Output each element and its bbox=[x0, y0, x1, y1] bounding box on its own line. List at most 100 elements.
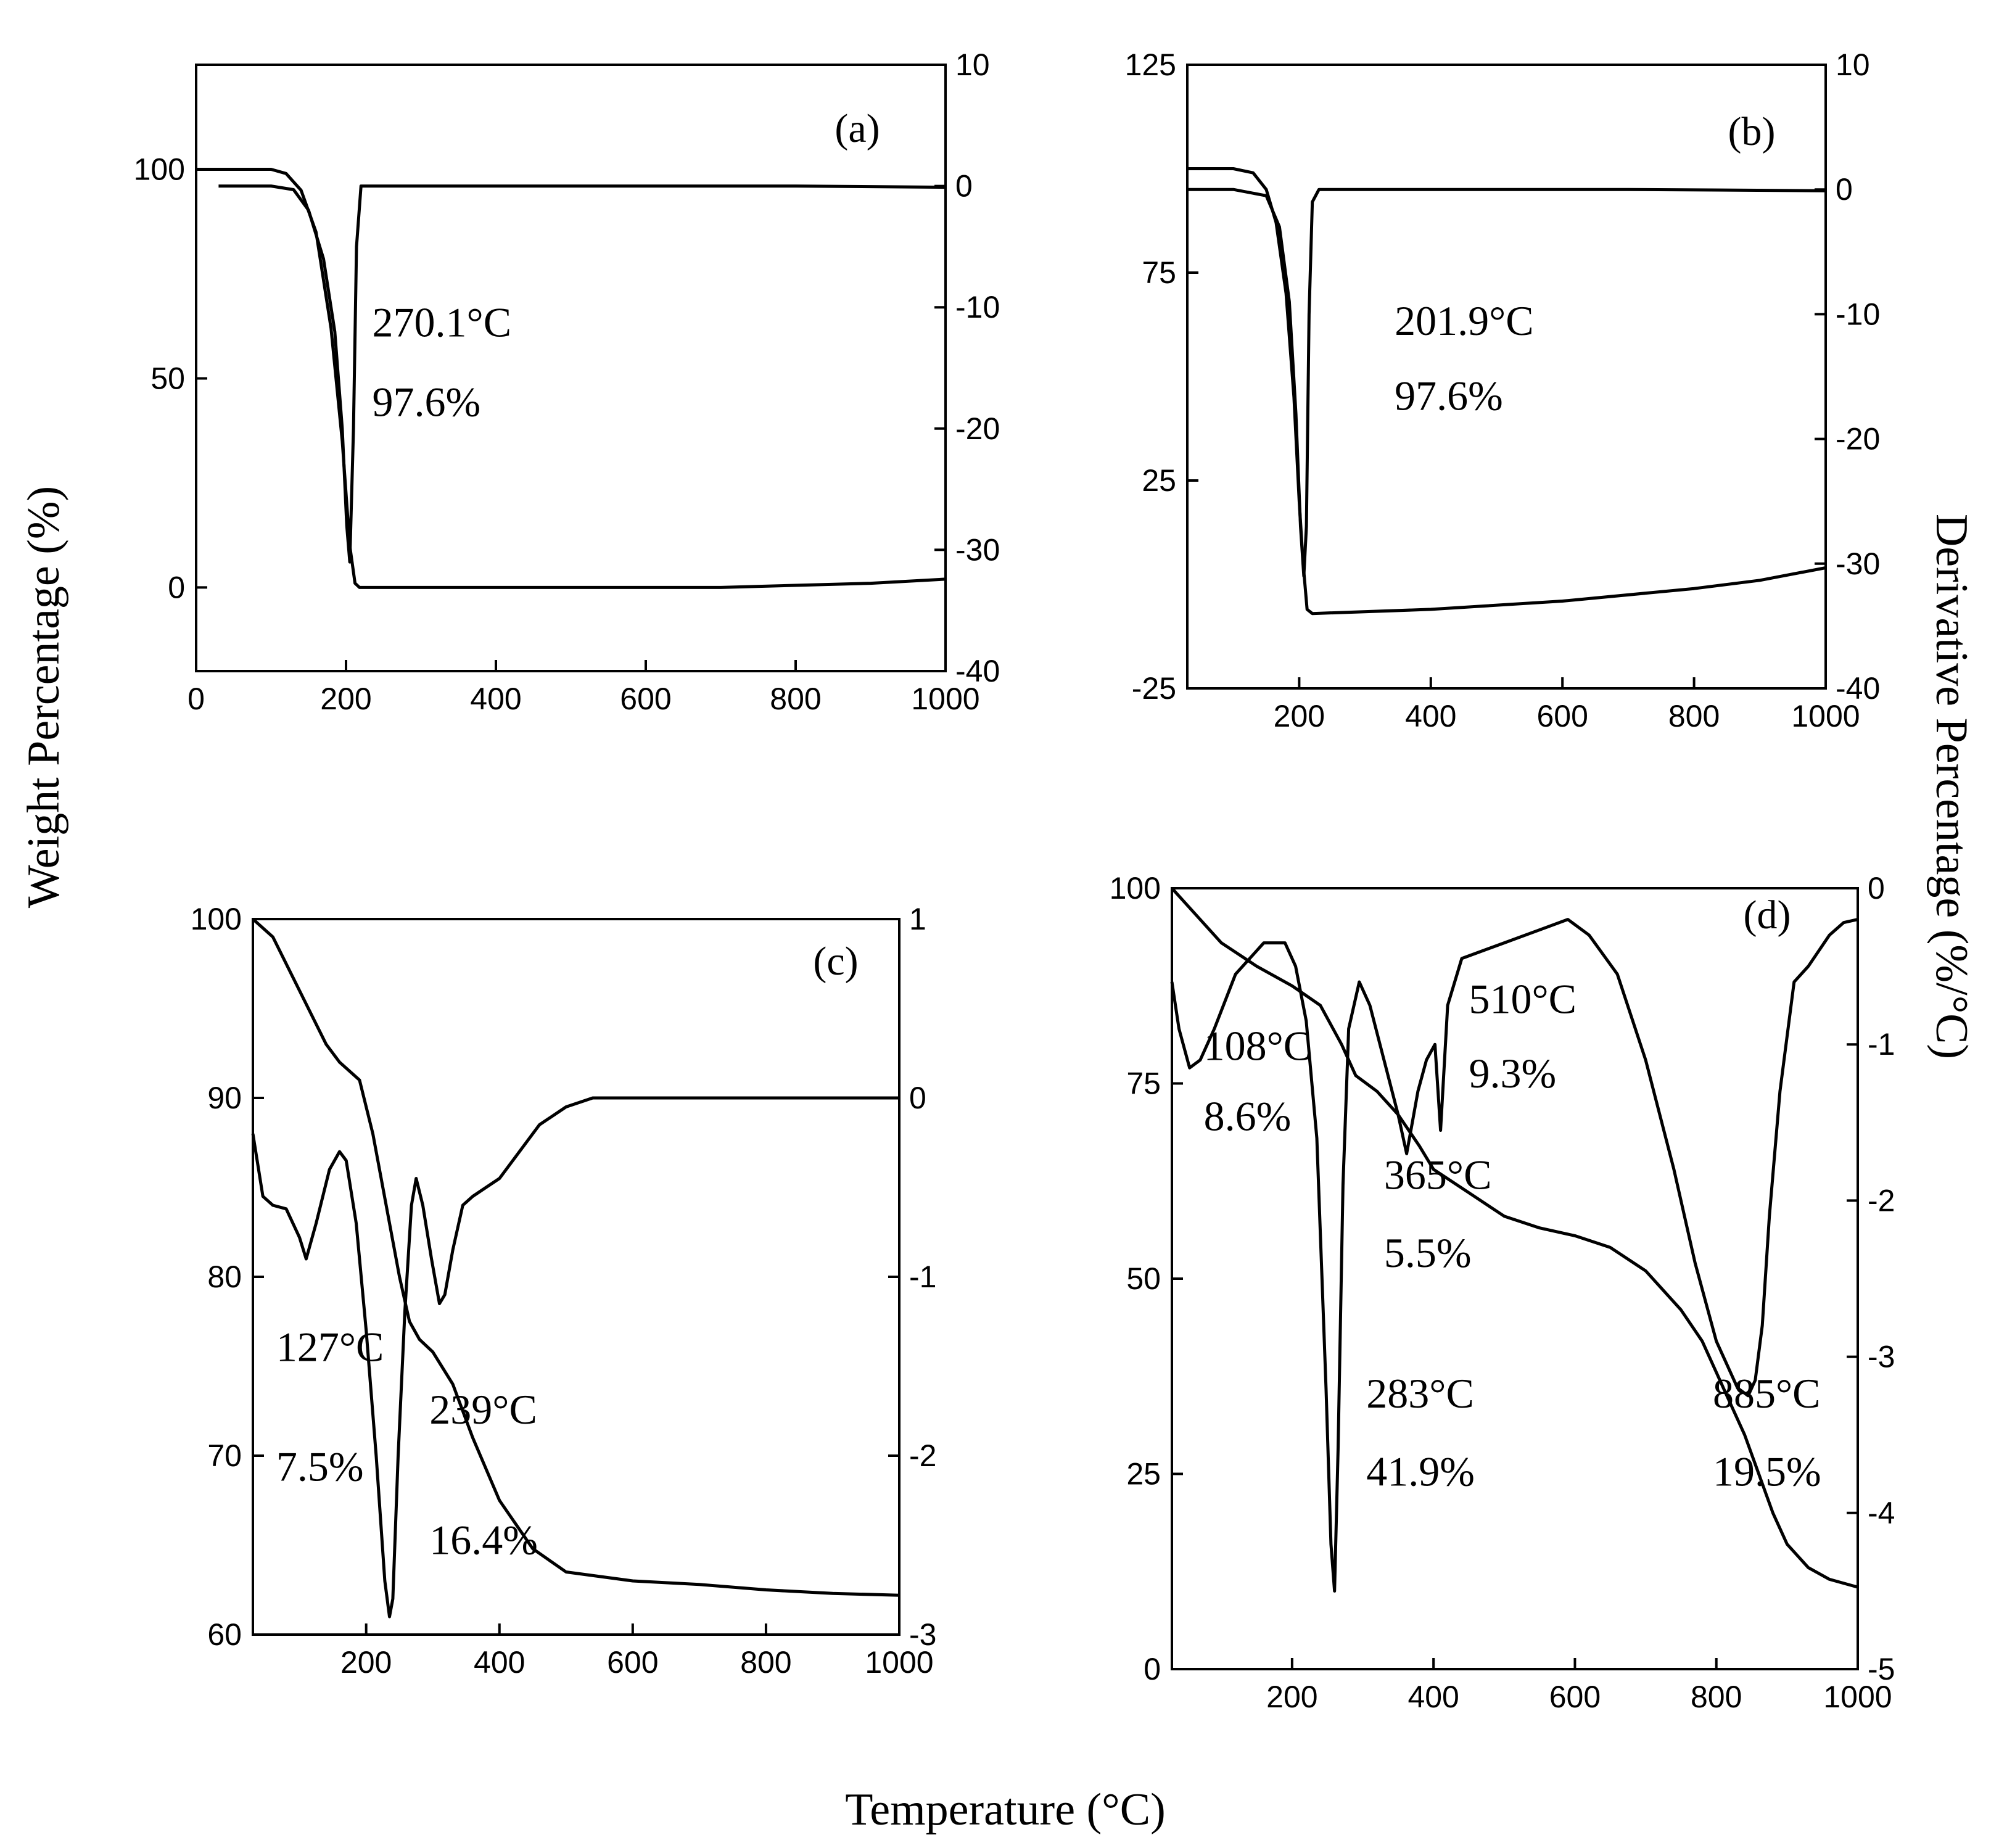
x-tick-label: 600 bbox=[1549, 1680, 1601, 1714]
weight-curve bbox=[1171, 887, 1858, 1589]
y-axis-title-left: Weight Percentage (%) bbox=[19, 486, 69, 908]
annotation-label: 201.9°C bbox=[1395, 297, 1534, 344]
x-tick-label: 200 bbox=[1266, 1680, 1317, 1714]
y-right-tick-label: -3 bbox=[1868, 1340, 1895, 1374]
annotation-label: 8.6% bbox=[1204, 1092, 1292, 1139]
y-right-tick-label: -10 bbox=[1836, 297, 1880, 331]
annotation-label: 127°C bbox=[276, 1323, 384, 1370]
y-right-tick-label: -30 bbox=[1836, 547, 1880, 581]
x-tick-label: 200 bbox=[320, 682, 371, 716]
y-axis-title-right: Derivative Percentage (%/°C) bbox=[1926, 514, 1977, 1059]
plot-frame bbox=[252, 918, 901, 1636]
y-left-tick-label: 100 bbox=[191, 902, 242, 936]
panel-c: 200 400 600 800 1000 60 70 80 90 100 1 0 -1 -2 -3 127°C… bbox=[191, 902, 937, 1680]
y-right-tick-label: -40 bbox=[1836, 671, 1880, 706]
plot-frame bbox=[195, 64, 947, 672]
annotation-label: 885°C bbox=[1713, 1370, 1821, 1417]
y-right-tick-label: -30 bbox=[955, 532, 1000, 567]
plot-frame bbox=[1186, 64, 1827, 690]
y-right-tick-label: 0 bbox=[1836, 172, 1853, 207]
y-right-tick-label: 1 bbox=[909, 902, 926, 936]
x-tick-label: 200 bbox=[1274, 699, 1325, 733]
annotation-label: 108°C bbox=[1204, 1023, 1312, 1070]
derivative-curve bbox=[1187, 188, 1826, 578]
x-tick-label: 600 bbox=[620, 682, 671, 716]
y-right-tick-label: 10 bbox=[1836, 47, 1870, 82]
y-left-tick-label: 50 bbox=[1126, 1261, 1161, 1296]
y-right-tick-label: -4 bbox=[1868, 1496, 1895, 1530]
y-left-tick-label: 60 bbox=[207, 1617, 242, 1652]
derivative-curve bbox=[218, 184, 946, 564]
y-right-tick-label: -10 bbox=[955, 290, 1000, 324]
weight-curve bbox=[1187, 167, 1826, 616]
y-left-tick-label: 125 bbox=[1125, 47, 1176, 82]
x-tick-label: 600 bbox=[607, 1645, 658, 1680]
x-tick-label: 400 bbox=[1405, 699, 1456, 733]
y-left-tick-label: 50 bbox=[150, 361, 185, 395]
derivative-curve bbox=[1170, 918, 1858, 1593]
y-left-tick-label: 25 bbox=[1142, 463, 1176, 498]
x-tick-label: 800 bbox=[770, 682, 821, 716]
y-left-tick-label: 75 bbox=[1142, 255, 1176, 290]
y-left-tick-label: 25 bbox=[1126, 1457, 1161, 1491]
y-right-tick-label: -1 bbox=[1868, 1027, 1895, 1062]
annotation-label: 19.5% bbox=[1713, 1448, 1821, 1495]
y-right-tick-label: 10 bbox=[955, 47, 990, 82]
y-left-tick-label: 0 bbox=[1144, 1652, 1161, 1686]
annotation-label: 7.5% bbox=[276, 1443, 364, 1490]
annotation-label: 365°C bbox=[1384, 1151, 1492, 1198]
annotation-label: 5.5% bbox=[1384, 1229, 1472, 1276]
y-right-tick-label: -2 bbox=[1868, 1183, 1895, 1218]
annotation-label: 9.3% bbox=[1469, 1050, 1556, 1097]
panel-label: (b) bbox=[1728, 109, 1776, 154]
annotation-label: 41.9% bbox=[1366, 1448, 1475, 1495]
x-tick-label: 800 bbox=[740, 1645, 791, 1680]
annotation-label: 97.6% bbox=[373, 378, 481, 425]
y-left-tick-label: 70 bbox=[207, 1438, 242, 1473]
y-left-tick-label: -25 bbox=[1132, 671, 1176, 706]
y-left-tick-label: 100 bbox=[1110, 871, 1161, 905]
y-right-tick-label: -1 bbox=[909, 1260, 936, 1294]
annotation-label: 283°C bbox=[1366, 1370, 1474, 1417]
y-left-tick-label: 80 bbox=[207, 1260, 242, 1294]
annotation-label: 270.1°C bbox=[373, 299, 512, 346]
y-right-tick-label: -5 bbox=[1868, 1652, 1895, 1686]
x-tick-label: 1000 bbox=[865, 1645, 933, 1680]
panels: 0 200 400 600 800 1000050100100-10-20-30-4027… bbox=[134, 47, 1895, 1714]
x-tick-label: 400 bbox=[470, 682, 521, 716]
x-tick-label: 800 bbox=[1691, 1680, 1742, 1714]
x-tick-label: 1000 bbox=[911, 682, 979, 716]
panel-label: (a) bbox=[835, 106, 880, 151]
x-axis-title: Temperature (°C) bbox=[845, 1784, 1166, 1835]
x-tick-label: 600 bbox=[1536, 699, 1588, 733]
y-left-tick-label: 75 bbox=[1126, 1066, 1161, 1101]
y-left-tick-label: 90 bbox=[207, 1081, 242, 1115]
y-right-tick-label: -40 bbox=[955, 654, 1000, 688]
weight-curve bbox=[196, 168, 946, 589]
derivative-curve bbox=[251, 1096, 899, 1619]
x-tick-label: 1000 bbox=[1791, 699, 1860, 733]
annotation-label: 239°C bbox=[429, 1386, 537, 1433]
y-right-tick-label: 0 bbox=[1868, 871, 1885, 905]
y-right-tick-label: -2 bbox=[909, 1438, 936, 1473]
x-tick-label: 200 bbox=[340, 1645, 392, 1680]
y-right-tick-label: 0 bbox=[909, 1081, 926, 1115]
y-right-tick-label: -20 bbox=[955, 411, 1000, 446]
annotation-label: 510°C bbox=[1469, 976, 1577, 1023]
annotation-label: 16.4% bbox=[429, 1517, 538, 1564]
panel-a: 0 200 400 600 800 1000050100100-10-20-30-4027… bbox=[134, 47, 1000, 716]
x-tick-label: 400 bbox=[474, 1645, 525, 1680]
weight-curve bbox=[252, 918, 900, 1597]
annotation-label: 97.6% bbox=[1395, 372, 1503, 419]
panel-label: (c) bbox=[813, 939, 858, 984]
panel-b: 200 400 600 800 1000 125 75 25 -25 10 0 -10 -20 -30 -4… bbox=[1125, 47, 1881, 733]
x-tick-label: 400 bbox=[1408, 1680, 1459, 1714]
y-right-tick-label: -20 bbox=[1836, 422, 1880, 456]
y-left-tick-label: 100 bbox=[134, 152, 185, 186]
y-right-tick-label: -3 bbox=[909, 1617, 936, 1652]
y-left-tick-label: 0 bbox=[168, 570, 185, 604]
x-tick-label: 1000 bbox=[1823, 1680, 1892, 1714]
y-right-tick-label: 0 bbox=[955, 169, 973, 204]
